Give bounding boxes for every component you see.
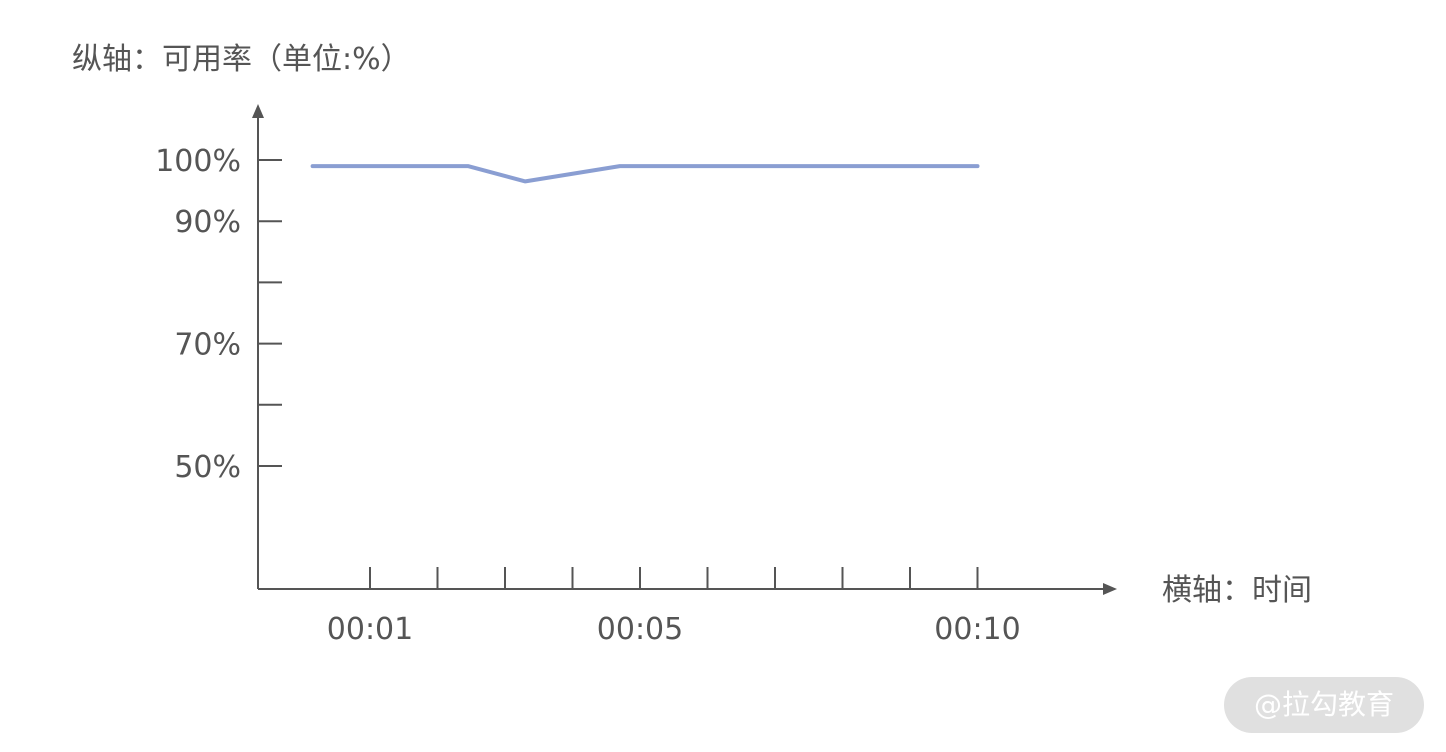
x-axis-title: 横轴：时间 xyxy=(1162,573,1312,608)
y-tick-label: 90% xyxy=(174,205,241,240)
y-tick-label: 100% xyxy=(155,144,241,179)
y-axis-title: 纵轴：可用率（单位:%） xyxy=(72,42,411,77)
x-axis-arrow xyxy=(1103,583,1117,595)
y-axis-arrow xyxy=(252,104,264,118)
x-tick-label: 00:01 xyxy=(327,612,413,647)
x-tick-label: 00:05 xyxy=(597,612,683,647)
y-tick-label: 70% xyxy=(174,328,241,363)
series-line xyxy=(310,164,980,184)
y-tick-label: 50% xyxy=(174,450,241,485)
x-tick-label: 00:10 xyxy=(934,612,1020,647)
watermark-badge: @拉勾教育 xyxy=(1224,677,1424,733)
